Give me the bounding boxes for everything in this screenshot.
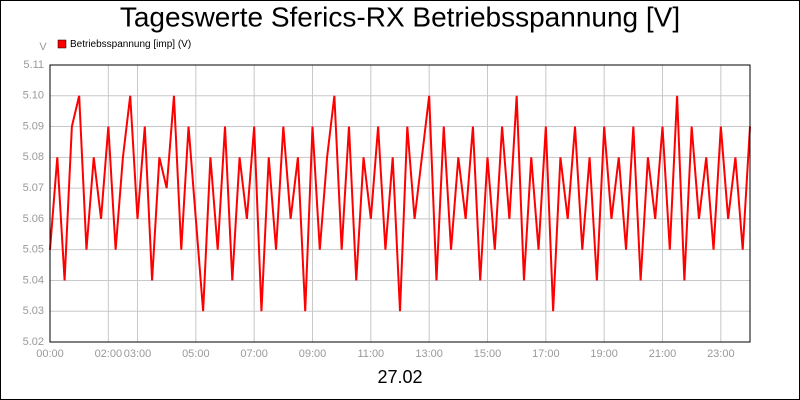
data-line (49, 95, 751, 312)
y-tick-label: 5.02 (23, 336, 44, 348)
y-tick-label: 5.03 (23, 305, 44, 317)
x-tick-label: 00:00 (36, 348, 64, 360)
x-tick-label: 19:00 (590, 348, 618, 360)
plot-area (49, 64, 751, 343)
x-tick-label: 13:00 (415, 348, 443, 360)
x-tick-label: 23:00 (707, 348, 735, 360)
legend-swatch (57, 39, 67, 49)
x-axis-label: 27.02 (377, 367, 422, 387)
x-tick-label: 11:00 (357, 348, 384, 360)
y-tick-label: 5.10 (23, 90, 44, 102)
x-tick-label: 05:00 (182, 348, 210, 360)
x-tick-label: 03:00 (124, 348, 152, 360)
y-tick-label: 5.11 (23, 59, 44, 71)
y-tick-label: 5.05 (23, 244, 44, 256)
y-tick-label: 5.09 (23, 120, 44, 132)
x-tick-label: 15:00 (474, 348, 502, 360)
legend-label: Betriebsspannung [imp] (V) (70, 39, 191, 50)
y-tick-label: 5.04 (23, 274, 44, 286)
y-axis-label: V (39, 41, 47, 53)
x-tick-label: 09:00 (299, 348, 327, 360)
x-tick-label: 02:00 (95, 348, 123, 360)
y-tick-label: 5.07 (23, 182, 44, 194)
x-tick-label: 21:00 (649, 348, 677, 360)
x-tick-label: 07:00 (240, 348, 268, 360)
chart-title: Tageswerte Sferics-RX Betriebsspannung [… (120, 1, 680, 32)
y-tick-label: 5.08 (23, 151, 44, 163)
x-tick-label: 17:00 (532, 348, 560, 360)
y-tick-label: 5.06 (23, 213, 44, 225)
legend: Betriebsspannung [imp] (V) (57, 39, 191, 50)
